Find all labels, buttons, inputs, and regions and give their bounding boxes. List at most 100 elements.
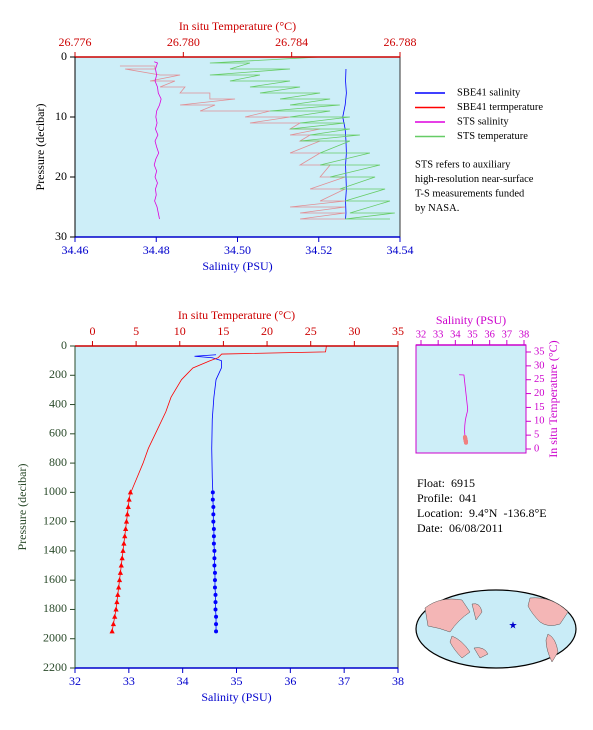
marker (123, 518, 130, 524)
legend-label: SBE41 salinity (457, 87, 521, 98)
float-info: Profile: 041 (417, 491, 477, 505)
marker (212, 578, 217, 583)
marker (212, 556, 217, 561)
series-line (153, 61, 162, 220)
tick-label: 34.52 (305, 243, 332, 257)
tick-label: 800 (49, 455, 67, 469)
marker (109, 628, 115, 634)
tick-label: 25 (534, 374, 545, 385)
tick-label: 1600 (43, 572, 67, 586)
series-line (130, 345, 327, 493)
tick-label: 38 (392, 674, 404, 688)
tick-label: 26.784 (275, 35, 308, 49)
plot-background (415, 344, 527, 454)
tick-label: 26.780 (167, 35, 200, 49)
float-location-star: ★ (509, 620, 518, 631)
tick-label: 32 (69, 674, 81, 688)
tick-label: 35 (467, 329, 478, 340)
tick-label: 35 (392, 324, 404, 338)
tick-label: 34.48 (143, 243, 170, 257)
marker (116, 584, 122, 590)
legend-label: STS salinity (457, 116, 509, 127)
note: STS refers to auxiliary (415, 159, 511, 170)
marker (116, 577, 123, 583)
tick-label: 1400 (43, 543, 67, 557)
tick-label: 2200 (43, 660, 67, 674)
tick-label: 36 (284, 674, 296, 688)
tick-label: 1000 (43, 484, 67, 498)
map-land (449, 635, 471, 659)
tick-label: 0 (534, 443, 539, 454)
tick-label: 1200 (43, 513, 67, 527)
marker (211, 541, 216, 546)
tick-label: 400 (49, 396, 67, 410)
tick-label: 30 (348, 324, 360, 338)
marker (212, 585, 217, 590)
tick-label: 200 (49, 367, 67, 381)
tick-label: 15 (534, 402, 545, 413)
marker (463, 440, 468, 445)
map-land (545, 633, 559, 663)
tick-label: 34 (450, 329, 461, 340)
marker (123, 525, 129, 531)
marker (114, 599, 120, 605)
tick-label: 33 (123, 674, 135, 688)
marker (212, 548, 217, 553)
note: high-resolution near-surface (415, 174, 534, 185)
marker (213, 600, 218, 605)
tick-label: 26.776 (59, 35, 92, 49)
tick-label: 20 (261, 324, 273, 338)
tick-label: 36 (484, 329, 495, 340)
tick-label: 34.50 (224, 243, 251, 257)
marker (126, 496, 132, 502)
marker (115, 591, 121, 597)
marker (212, 570, 217, 575)
marker (211, 534, 216, 539)
tick-label: 30 (534, 360, 545, 371)
marker (119, 555, 125, 561)
tick-label: 34.54 (387, 243, 414, 257)
map-land (471, 603, 483, 621)
tick-label: 30 (55, 229, 67, 243)
marker (113, 606, 119, 612)
series-line (459, 374, 469, 437)
marker (110, 621, 117, 627)
tick-label: 1800 (43, 601, 67, 615)
tick-label: 20 (534, 388, 545, 399)
float-info: Float: 6915 (417, 476, 475, 490)
series-line (194, 354, 222, 493)
note: T-S measurements funded (415, 188, 525, 199)
marker (212, 563, 217, 568)
tick-label: 5 (534, 430, 539, 441)
map-land (424, 598, 471, 633)
marker (121, 540, 127, 546)
tick-label: 34.46 (62, 243, 89, 257)
float-info: Location: 9.4°N -136.8°E (417, 506, 547, 520)
tick-label: 37 (502, 329, 513, 340)
axis-title: Salinity (PSU) (202, 259, 272, 273)
tick-label: 35 (534, 346, 545, 357)
map-land (473, 647, 489, 659)
map-land (527, 597, 569, 626)
series-line (119, 65, 346, 220)
tick-label: 25 (305, 324, 317, 338)
tick-label: 2000 (43, 630, 67, 644)
tick-label: 37 (338, 674, 350, 688)
marker (124, 511, 130, 517)
tick-label: 10 (174, 324, 186, 338)
marker (118, 562, 124, 568)
legend-label: SBE41 termperature (457, 102, 543, 113)
tick-label: 600 (49, 426, 67, 440)
marker (112, 613, 118, 619)
marker (120, 547, 126, 553)
tick-label: 0 (61, 338, 67, 352)
tick-label: 34 (177, 674, 189, 688)
tick-label: 15 (217, 324, 229, 338)
axis-title: Pressure (decibar) (33, 104, 47, 191)
tick-label: 35 (231, 674, 243, 688)
marker (127, 489, 134, 495)
marker (214, 614, 219, 619)
float-info: Date: 06/08/2011 (417, 521, 503, 535)
